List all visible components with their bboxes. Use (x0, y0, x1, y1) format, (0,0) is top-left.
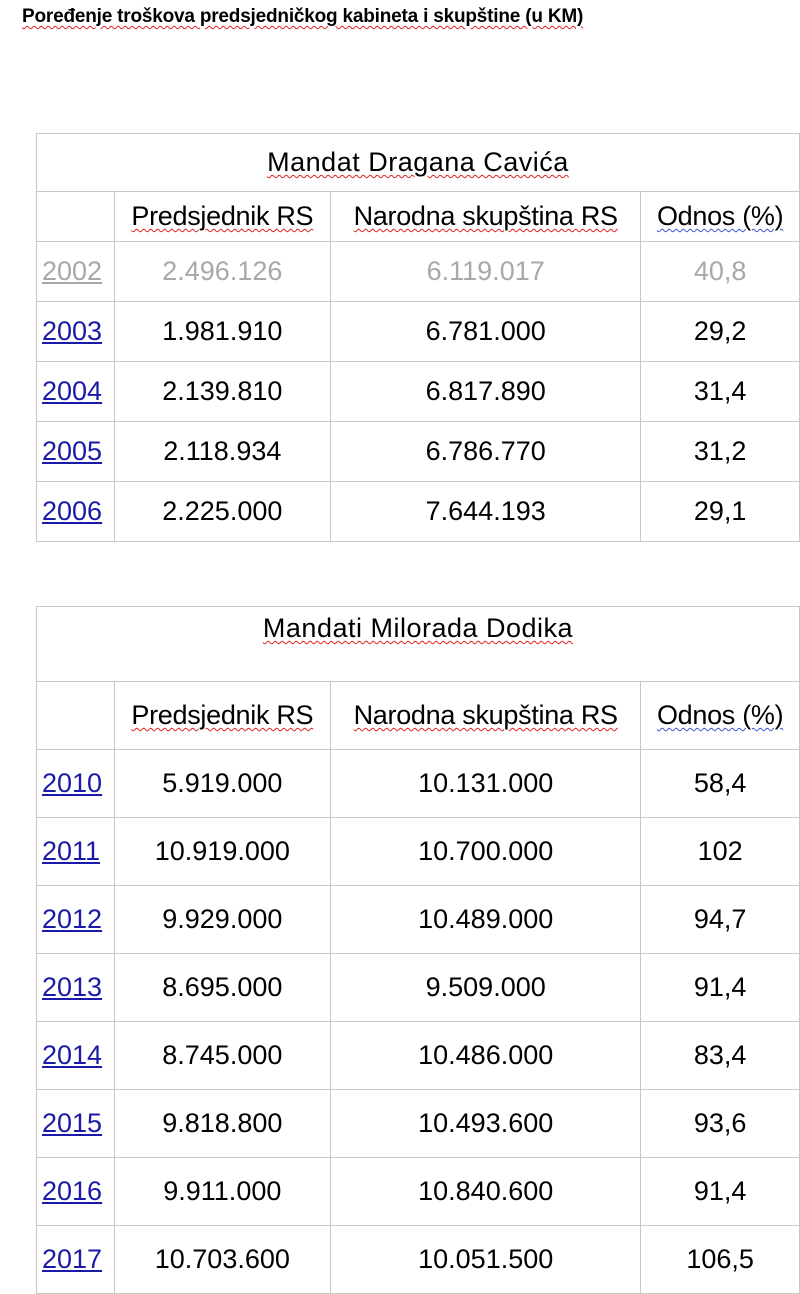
skupstina-value: 10.700.000 (330, 817, 642, 886)
year-cell: 2016 (36, 1157, 115, 1226)
skupstina-value: 7.644.193 (330, 481, 642, 542)
skupstina-value: 6.119.017 (330, 241, 642, 302)
odnos-value: 58,4 (640, 749, 800, 818)
year-link[interactable]: 2013 (42, 972, 103, 1002)
year-cell: 2004 (36, 361, 115, 422)
year-cell: 2013 (36, 953, 115, 1022)
year-cell: 2010 (36, 749, 115, 818)
year-link[interactable]: 2014 (42, 1040, 103, 1070)
header-predsjednik: Predsjednik RS (113, 191, 332, 242)
table-row: 2004 2.139.810 6.817.890 31,4 (36, 361, 800, 422)
table-caption-row: Mandati Milorada Dodika (36, 606, 800, 682)
odnos-value: 29,1 (640, 481, 800, 542)
year-link[interactable]: 2012 (42, 904, 103, 934)
header-skupstina: Narodna skupština RS (330, 191, 642, 242)
table-row: 2010 5.919.000 10.131.000 58,4 (36, 749, 800, 818)
odnos-value: 94,7 (640, 885, 800, 954)
odnos-value: 31,4 (640, 361, 800, 422)
predsjednik-value: 9.911.000 (113, 1157, 332, 1226)
predsjednik-value: 5.919.000 (113, 749, 332, 818)
skupstina-value: 10.051.500 (330, 1225, 642, 1294)
skupstina-value: 10.840.600 (330, 1157, 642, 1226)
table-row: 2002 2.496.126 6.119.017 40,8 (36, 241, 800, 302)
year-link[interactable]: 2015 (42, 1108, 103, 1138)
predsjednik-value: 2.118.934 (113, 421, 332, 482)
header-odnos: Odnos (%) (640, 681, 800, 750)
predsjednik-value: 9.929.000 (113, 885, 332, 954)
table-row: 2006 2.225.000 7.644.193 29,1 (36, 481, 800, 542)
predsjednik-value: 10.703.600 (113, 1225, 332, 1294)
odnos-value: 93,6 (640, 1089, 800, 1158)
predsjednik-value: 2.496.126 (113, 241, 332, 302)
year-link[interactable]: 2016 (42, 1176, 103, 1206)
skupstina-value: 10.486.000 (330, 1021, 642, 1090)
table-row: 2014 8.745.000 10.486.000 83,4 (36, 1021, 800, 1090)
table-row: 2017 10.703.600 10.051.500 106,5 (36, 1225, 800, 1294)
table-header-row: Predsjednik RS Narodna skupština RS Odno… (36, 681, 800, 750)
year-cell: 2011 (36, 817, 115, 886)
table-caption-row: Mandat Dragana Cavića (36, 133, 800, 192)
skupstina-value: 6.786.770 (330, 421, 642, 482)
year-link[interactable]: 2004 (42, 376, 103, 406)
year-link[interactable]: 2017 (42, 1244, 103, 1274)
predsjednik-value: 1.981.910 (113, 301, 332, 362)
table-header-row: Predsjednik RS Narodna skupština RS Odno… (36, 191, 800, 242)
odnos-value: 40,8 (640, 241, 800, 302)
year-cell: 2005 (36, 421, 115, 482)
odnos-value: 91,4 (640, 1157, 800, 1226)
predsjednik-value: 8.745.000 (113, 1021, 332, 1090)
table-row: 2013 8.695.000 9.509.000 91,4 (36, 953, 800, 1022)
predsjednik-value: 10.919.000 (113, 817, 332, 886)
year-cell: 2014 (36, 1021, 115, 1090)
table-row: 2016 9.911.000 10.840.600 91,4 (36, 1157, 800, 1226)
skupstina-value: 10.489.000 (330, 885, 642, 954)
year-link[interactable]: 2003 (42, 316, 103, 346)
skupstina-value: 6.781.000 (330, 301, 642, 362)
odnos-value: 83,4 (640, 1021, 800, 1090)
table-caption: Mandat Dragana Cavića (36, 133, 800, 192)
odnos-value: 31,2 (640, 421, 800, 482)
year-cell: 2017 (36, 1225, 115, 1294)
year-cell: 2006 (36, 481, 115, 542)
table-row: 2011 10.919.000 10.700.000 102 (36, 817, 800, 886)
skupstina-value: 9.509.000 (330, 953, 642, 1022)
year-cell: 2003 (36, 301, 115, 362)
table-row: 2015 9.818.800 10.493.600 93,6 (36, 1089, 800, 1158)
header-empty (36, 681, 115, 750)
table-row: 2012 9.929.000 10.489.000 94,7 (36, 885, 800, 954)
header-predsjednik: Predsjednik RS (113, 681, 332, 750)
predsjednik-value: 2.225.000 (113, 481, 332, 542)
year-link[interactable]: 2005 (42, 436, 103, 466)
predsjednik-value: 2.139.810 (113, 361, 332, 422)
year-link[interactable]: 2006 (42, 496, 103, 526)
skupstina-value: 10.493.600 (330, 1089, 642, 1158)
year-cell: 2015 (36, 1089, 115, 1158)
table-cavic-mandate: Mandat Dragana Cavića Predsjednik RS Nar… (36, 133, 800, 542)
odnos-value: 91,4 (640, 953, 800, 1022)
year-link[interactable]: 2002 (42, 256, 103, 286)
table-row: 2003 1.981.910 6.781.000 29,2 (36, 301, 800, 362)
table-dodik-mandates: Mandati Milorada Dodika Predsjednik RS N… (36, 606, 800, 1294)
odnos-value: 102 (640, 817, 800, 886)
predsjednik-value: 9.818.800 (113, 1089, 332, 1158)
year-cell: 2002 (36, 241, 115, 302)
year-link[interactable]: 2010 (42, 768, 103, 798)
header-empty (36, 191, 115, 242)
skupstina-value: 6.817.890 (330, 361, 642, 422)
header-skupstina: Narodna skupština RS (330, 681, 642, 750)
table-caption: Mandati Milorada Dodika (36, 606, 800, 682)
table-row: 2005 2.118.934 6.786.770 31,2 (36, 421, 800, 482)
year-cell: 2012 (36, 885, 115, 954)
document-title: Poređenje troškova predsjedničkog kabine… (22, 6, 584, 27)
skupstina-value: 10.131.000 (330, 749, 642, 818)
predsjednik-value: 8.695.000 (113, 953, 332, 1022)
odnos-value: 106,5 (640, 1225, 800, 1294)
year-link[interactable]: 2011 (42, 836, 101, 866)
header-odnos: Odnos (%) (640, 191, 800, 242)
odnos-value: 29,2 (640, 301, 800, 362)
